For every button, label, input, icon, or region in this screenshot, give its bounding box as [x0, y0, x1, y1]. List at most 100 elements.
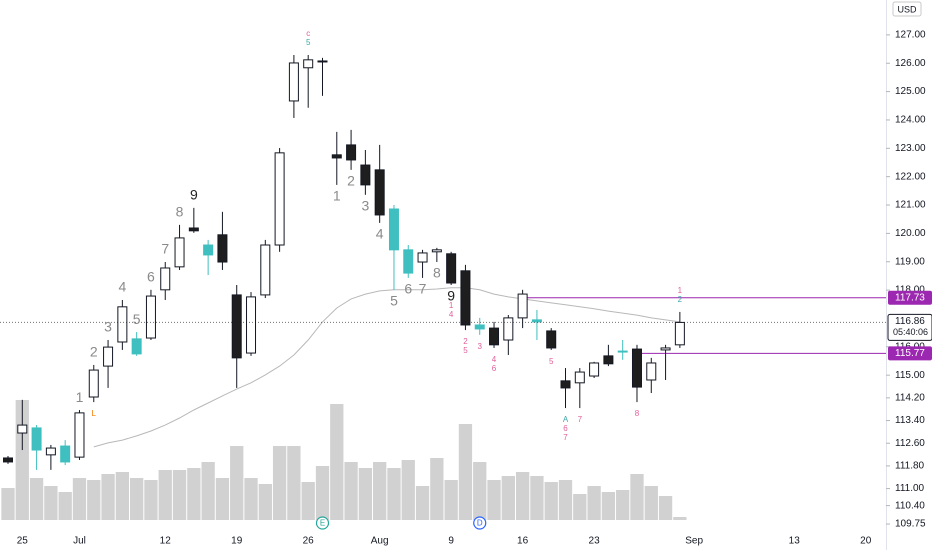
annotation: 3	[361, 198, 369, 214]
level-tag	[888, 290, 932, 305]
event-marker[interactable]	[315, 516, 330, 530]
y-tick-label: 111.00	[895, 483, 925, 494]
x-tick-label: 16	[517, 536, 529, 547]
annotation: 7	[578, 415, 583, 424]
volume-bar	[444, 480, 458, 520]
candle-body	[145, 295, 156, 339]
volume-bar	[287, 446, 301, 520]
volume-bar	[244, 478, 258, 520]
volume-bar	[430, 458, 444, 520]
x-tick-label: 26	[303, 536, 315, 547]
candle-body	[646, 362, 657, 381]
candle-body	[374, 169, 385, 216]
y-tick-label: 127.00	[895, 30, 926, 41]
candle-body	[17, 424, 28, 434]
y-tick-label: 123.00	[895, 143, 926, 154]
y-tick-label: 113.40	[895, 415, 925, 426]
annotation: 8	[176, 204, 184, 220]
annotation: 7	[161, 241, 169, 257]
candle-body	[31, 427, 42, 451]
candle-body	[603, 355, 614, 365]
x-tick-label: 19	[231, 536, 243, 547]
candle-body	[103, 346, 114, 367]
volume-bar	[172, 470, 187, 520]
volume-bar	[101, 474, 115, 520]
x-tick-label: Sep	[685, 536, 703, 547]
candle-body	[517, 293, 528, 319]
candle-body	[531, 319, 542, 323]
annotation: 2	[90, 344, 98, 360]
candle-body	[288, 62, 299, 102]
annotation: 5	[549, 357, 554, 366]
level-tag	[888, 346, 932, 361]
annotation: 6	[492, 364, 497, 373]
candle-body	[617, 350, 628, 353]
annotation: 1	[678, 286, 683, 295]
current-price-tag	[887, 313, 932, 341]
annotation: 6	[563, 424, 568, 433]
annotation: 8	[635, 409, 640, 418]
candle-body	[74, 412, 85, 458]
annotation: 9	[190, 187, 198, 203]
event-label: E	[320, 519, 325, 528]
event-marker[interactable]	[473, 516, 487, 530]
volume-bar	[644, 486, 658, 520]
y-tick-label: 126.00	[895, 58, 926, 69]
volume-bar	[558, 480, 573, 520]
annotation: c	[306, 29, 310, 38]
candle-body	[3, 457, 13, 463]
x-tick-label: 20	[860, 536, 872, 547]
candle-body	[174, 237, 185, 268]
event-label: D	[477, 519, 483, 528]
candle-body	[260, 244, 271, 296]
volume-bar	[1, 488, 15, 520]
volume-bar	[458, 424, 473, 520]
candle-body	[417, 252, 428, 263]
y-tick-label: 118.00	[895, 285, 925, 296]
annotation: 5	[390, 293, 398, 309]
x-tick-label: 12	[160, 536, 172, 547]
annotation: 4	[118, 279, 126, 295]
current-price-label: 116.86	[895, 316, 925, 327]
x-tick-label: 9	[448, 536, 454, 547]
candle-body	[631, 348, 642, 388]
candle-body	[489, 327, 500, 346]
annotation: 2	[347, 173, 355, 189]
candle-body	[360, 164, 371, 186]
volume-bar	[544, 482, 558, 520]
candle-body	[560, 380, 571, 389]
candle-body	[503, 317, 514, 341]
annotation: 8	[433, 265, 441, 281]
volume-bar	[573, 494, 587, 520]
candle-body	[674, 321, 685, 346]
candle-body	[160, 267, 171, 291]
volume-bar	[487, 480, 501, 520]
annotation: 1	[333, 188, 341, 204]
candle-body	[45, 447, 56, 456]
currency-box[interactable]	[892, 1, 922, 17]
volume-bar	[301, 482, 315, 520]
annotation: 4	[376, 226, 384, 242]
volume-bar	[115, 472, 130, 520]
volume-bar	[29, 478, 44, 520]
candle-body	[660, 347, 671, 351]
countdown: 05:40:06	[893, 327, 928, 337]
candle-body	[589, 362, 600, 377]
annotation: L	[92, 409, 97, 418]
candle-body	[388, 208, 399, 251]
volume-bar	[58, 492, 72, 520]
volume-bar	[130, 478, 144, 520]
volume-bar	[344, 462, 358, 520]
candle-body	[60, 445, 71, 463]
volume-bar	[473, 462, 487, 520]
annotation: 6	[147, 269, 155, 285]
y-tick-label: 122.00	[895, 171, 926, 182]
volume-bar	[587, 486, 601, 520]
volume-bar	[415, 486, 430, 520]
volume-bar	[601, 492, 616, 520]
annotation: 1	[449, 301, 454, 310]
volume-bar	[630, 474, 644, 520]
annotation: 9	[447, 288, 455, 304]
candle-body	[274, 152, 285, 246]
